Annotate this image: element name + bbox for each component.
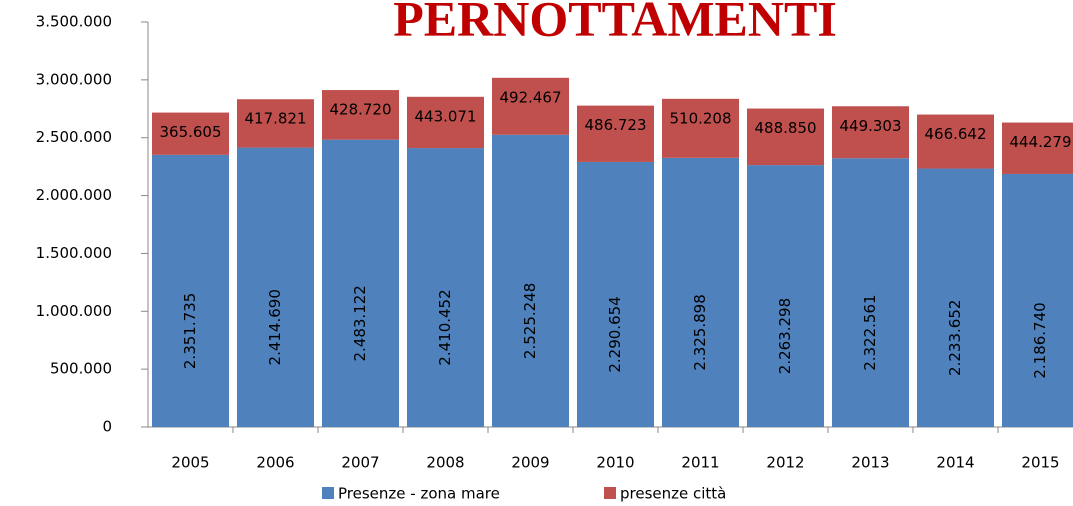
value-label: 492.467	[499, 88, 561, 106]
x-tick-label: 2006	[256, 454, 294, 472]
bar-segment	[577, 105, 654, 162]
value-label: 2.525.248	[521, 283, 539, 359]
y-tick-label: 2.000.000	[36, 186, 112, 204]
bar-segment	[832, 158, 909, 427]
bar-segment	[662, 157, 739, 428]
bar-segment	[237, 99, 314, 148]
value-label: 444.279	[1009, 133, 1071, 151]
x-tick-label: 2014	[936, 454, 974, 472]
legend-swatch	[604, 487, 616, 499]
bar-segment	[832, 106, 909, 159]
y-tick-label: 3.500.000	[36, 13, 112, 31]
value-label: 2.410.452	[436, 289, 454, 365]
bar-segment	[492, 77, 569, 135]
bar-segment	[322, 90, 399, 140]
x-tick-label: 2009	[511, 454, 549, 472]
value-label: 2.351.735	[181, 293, 199, 369]
value-label: 2.263.298	[776, 298, 794, 374]
value-label: 2.483.122	[351, 285, 369, 361]
value-label: 510.208	[669, 109, 731, 127]
chart-title: PERNOTTAMENTI	[393, 0, 837, 46]
x-tick-label: 2010	[596, 454, 634, 472]
x-tick-label: 2015	[1021, 454, 1059, 472]
value-label: 2.325.898	[691, 294, 709, 370]
bar-segment	[1002, 173, 1073, 427]
bar-segment	[917, 168, 994, 428]
bar-segment	[322, 139, 399, 428]
value-label: 449.303	[839, 117, 901, 135]
value-label: 2.322.561	[861, 294, 879, 370]
value-label: 488.850	[754, 119, 816, 137]
value-label: 417.821	[244, 110, 306, 128]
x-tick-label: 2007	[341, 454, 379, 472]
bar-segment	[152, 112, 229, 155]
y-tick-label: 3.000.000	[36, 70, 112, 88]
x-tick-label: 2012	[766, 454, 804, 472]
bar-segment	[407, 148, 484, 427]
y-tick-label: 2.500.000	[36, 128, 112, 146]
y-tick-label: 500.000	[50, 360, 112, 378]
x-tick-label: 2005	[171, 454, 209, 472]
value-label: 365.605	[159, 123, 221, 141]
value-label: 428.720	[329, 101, 391, 119]
bar-segment	[577, 161, 654, 428]
bar-segment	[407, 96, 484, 149]
value-label: 2.233.652	[946, 300, 964, 376]
value-label: 2.186.740	[1031, 302, 1049, 378]
value-label: 2.414.690	[266, 289, 284, 365]
bar-segment	[1002, 122, 1073, 174]
bar-segment	[662, 98, 739, 158]
legend-label: Presenze - zona mare	[338, 485, 500, 503]
x-tick-label: 2011	[681, 454, 719, 472]
legend-swatch	[322, 487, 334, 499]
x-tick-label: 2013	[851, 454, 889, 472]
value-label: 2.290.654	[606, 296, 624, 372]
bar-segment	[152, 154, 229, 427]
bar-segment	[747, 108, 824, 166]
bar-segment	[917, 114, 994, 169]
legend-label: presenze città	[620, 485, 726, 503]
value-label: 486.723	[584, 116, 646, 134]
bar-segment	[747, 165, 824, 427]
y-tick-label: 1.500.000	[36, 244, 112, 262]
value-label: 466.642	[924, 125, 986, 143]
y-tick-label: 1.000.000	[36, 302, 112, 320]
bar-segment	[492, 134, 569, 427]
bar-segment	[237, 147, 314, 427]
x-tick-label: 2008	[426, 454, 464, 472]
y-tick-label: 0	[102, 418, 112, 436]
value-label: 443.071	[414, 107, 476, 125]
